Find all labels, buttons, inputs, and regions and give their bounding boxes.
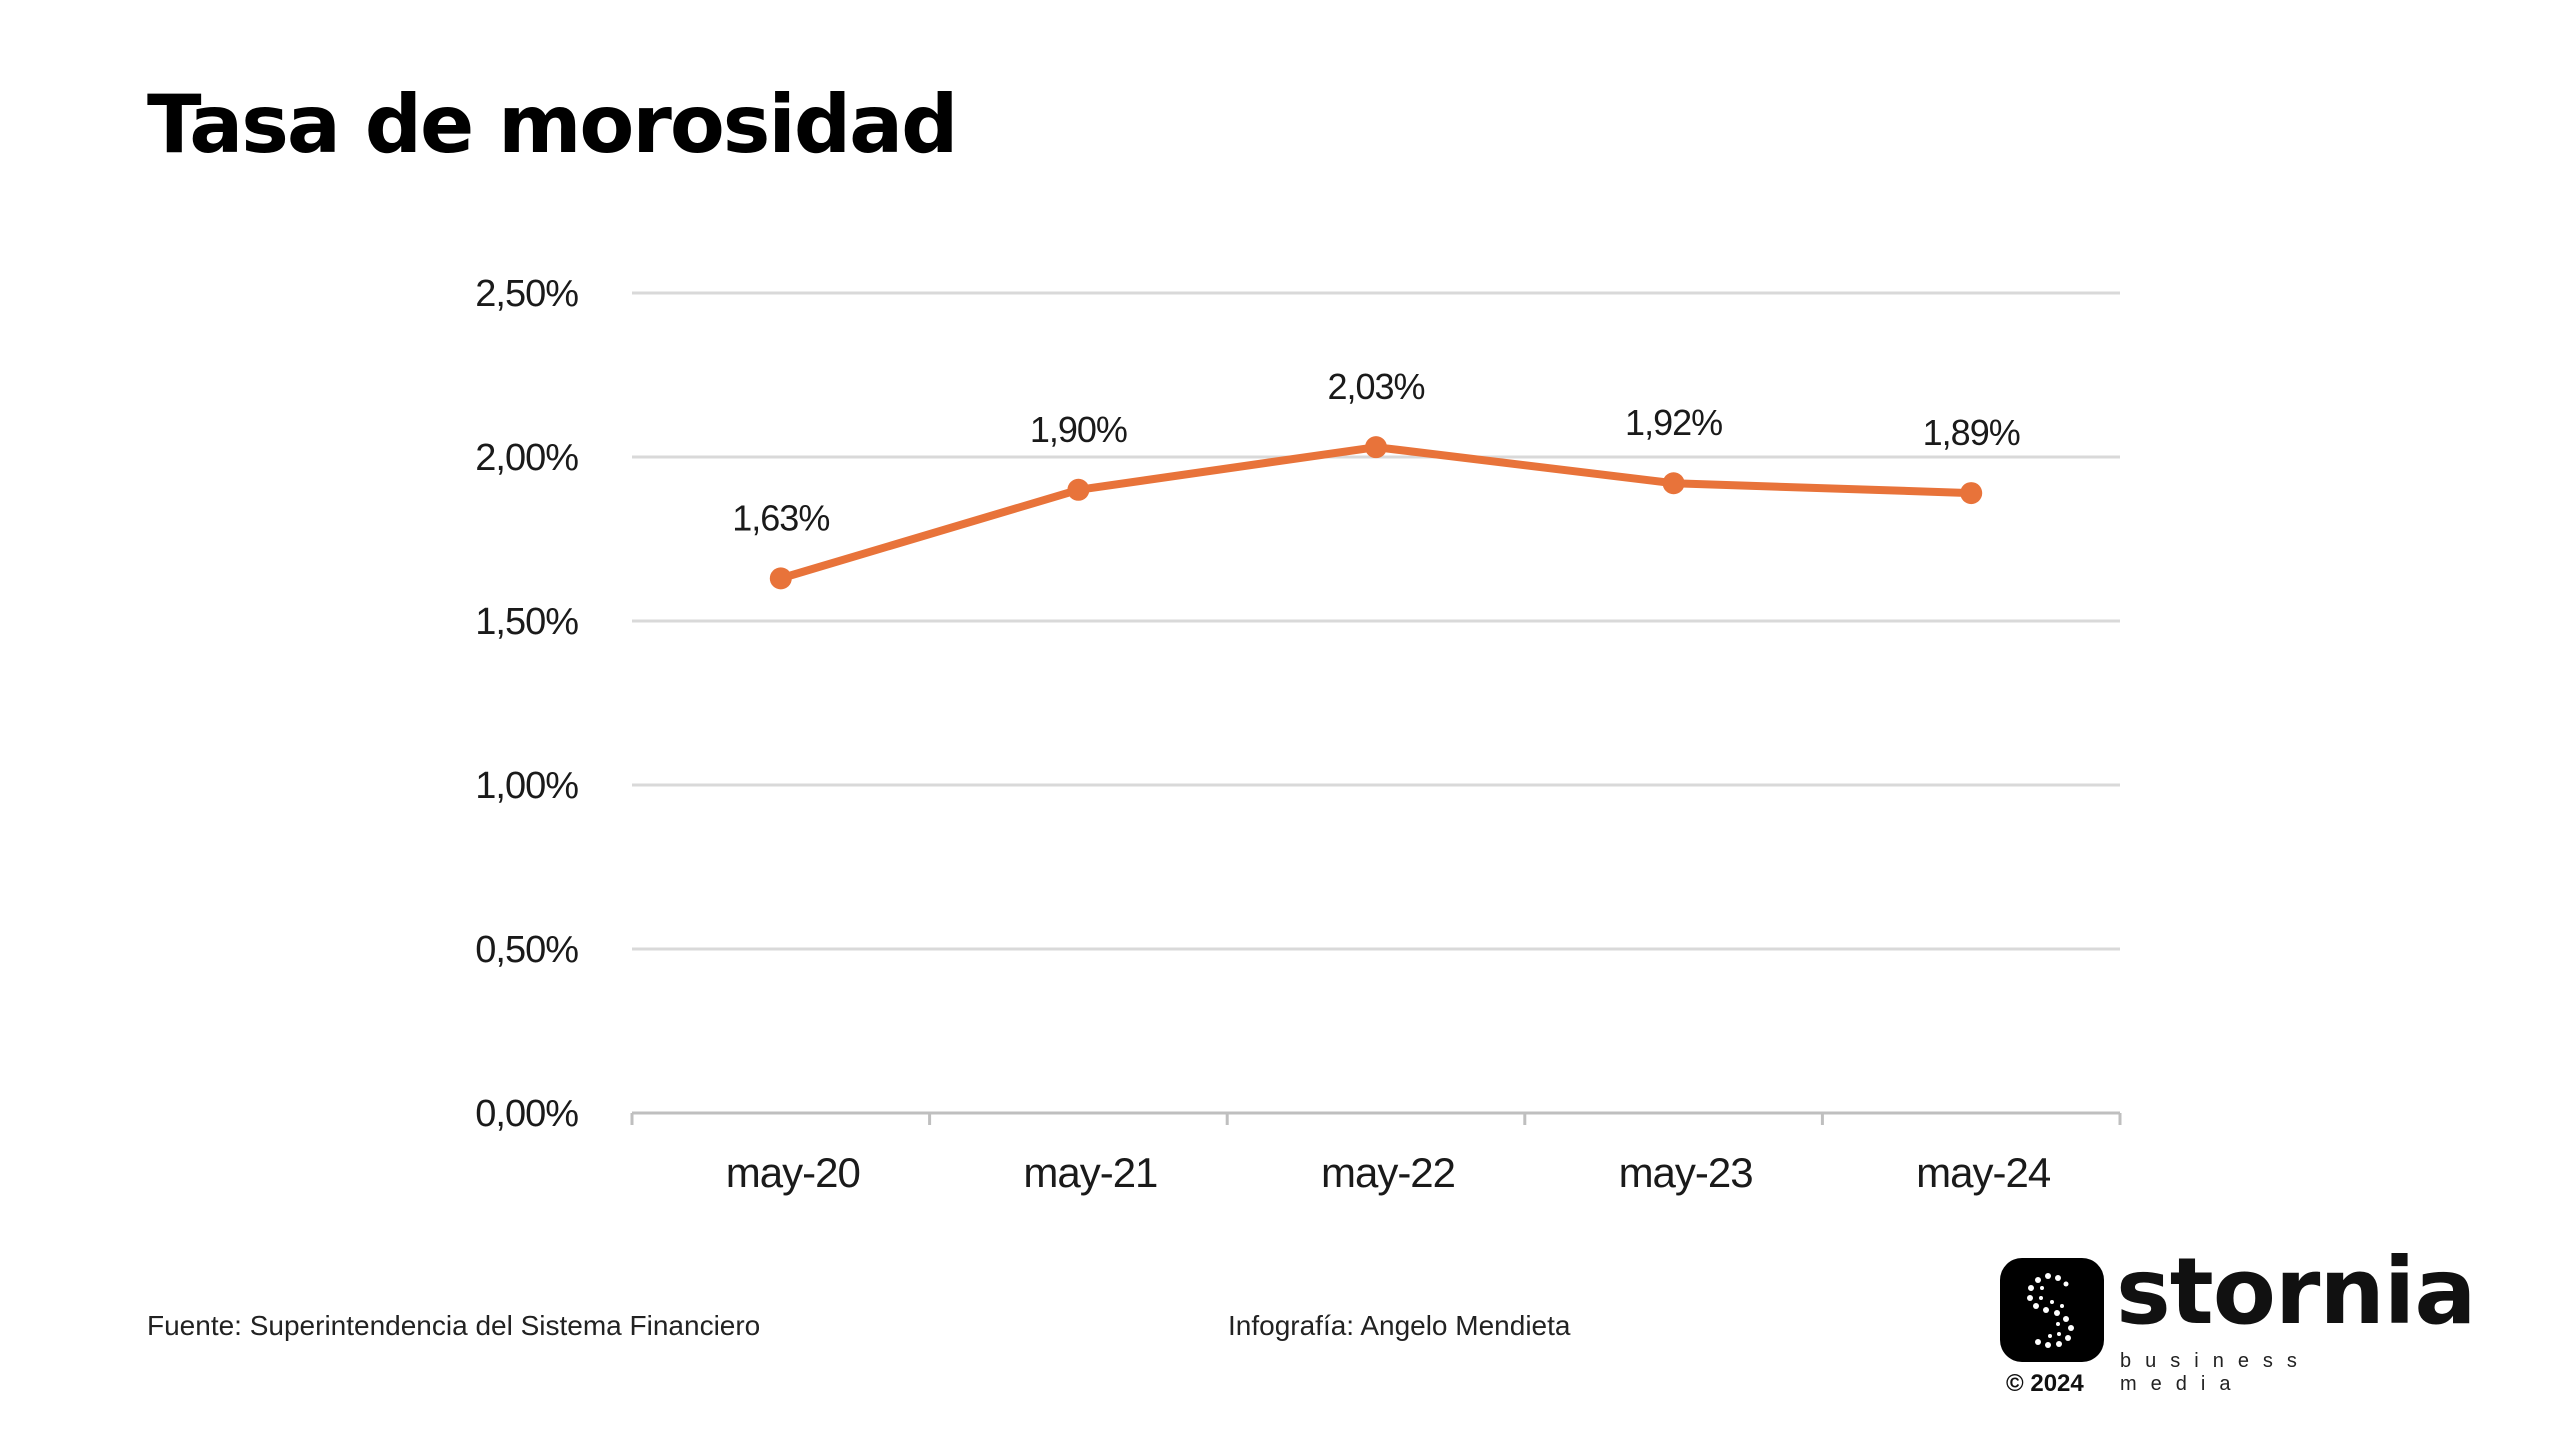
y-tick-label: 2,50% (475, 273, 578, 315)
logo-wordmark: stornia (2116, 1238, 2476, 1345)
x-tick-label: may-23 (1619, 1149, 1753, 1196)
y-tick-label: 1,00% (475, 765, 578, 807)
data-point (1365, 436, 1387, 459)
x-tick-label: may-22 (1321, 1149, 1455, 1196)
y-tick-label: 0,50% (475, 929, 578, 971)
data-label: 1,90% (1030, 409, 1127, 450)
data-point (1960, 482, 1983, 505)
stornia-s-logo-icon (2000, 1258, 2104, 1362)
series-line (776, 443, 1976, 583)
data-point (1067, 478, 1090, 501)
brand-logo: stornia business media © 2024 (2000, 1246, 2476, 1398)
y-tick-label: 0,00% (475, 1093, 578, 1135)
x-tick-label: may-20 (726, 1149, 860, 1196)
chart-title: Tasa de morosidad (147, 78, 958, 171)
data-label: 1,89% (1923, 412, 2020, 453)
data-label: 1,92% (1625, 402, 1722, 443)
data-point (1662, 472, 1685, 495)
data-point (769, 567, 792, 590)
y-tick-label: 2,00% (475, 437, 578, 479)
logo-tagline: business media (2120, 1350, 2311, 1395)
data-label: 2,03% (1327, 366, 1424, 407)
x-tick-label: may-24 (1916, 1149, 2051, 1196)
data-label: 1,63% (732, 497, 829, 538)
source-note: Fuente: Superintendencia del Sistema Fin… (147, 1310, 761, 1341)
credit-note: Infografía: Angelo Mendieta (1228, 1310, 1571, 1341)
x-tick-label: may-21 (1023, 1149, 1157, 1196)
y-tick-label: 1,50% (475, 601, 578, 643)
copyright-note: © 2024 (2006, 1370, 2084, 1397)
